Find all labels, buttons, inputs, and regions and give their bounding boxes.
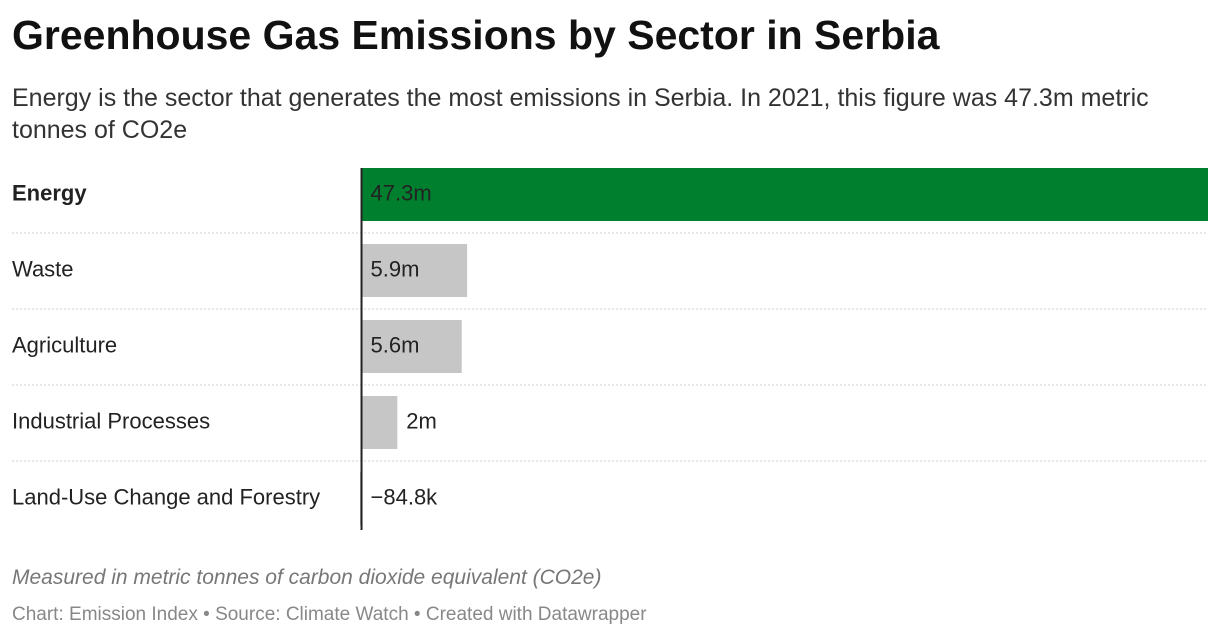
value-label: −84.8k xyxy=(371,484,439,509)
value-label: 5.6m xyxy=(371,332,420,357)
bar xyxy=(361,396,398,449)
value-label: 47.3m xyxy=(371,180,432,205)
value-label: 2m xyxy=(406,408,437,433)
category-label: Waste xyxy=(12,256,74,281)
bar xyxy=(361,168,1208,221)
value-label: 5.9m xyxy=(371,256,420,281)
bar xyxy=(361,320,462,373)
chart-subtitle: Energy is the sector that generates the … xyxy=(12,84,1149,144)
note: Measured in metric tonnes of carbon diox… xyxy=(12,566,602,589)
footer: Chart: Emission Index • Source: Climate … xyxy=(12,604,647,625)
chart: Energy 47.3m Waste 5.9m Agriculture 5.6m Indus… xyxy=(12,168,1208,530)
category-label: Agriculture xyxy=(12,332,117,357)
category-label: Industrial Processes xyxy=(12,408,210,433)
category-label: Land-Use Change and Forestry xyxy=(12,484,320,509)
category-label: Energy xyxy=(12,180,87,205)
chart-title: Greenhouse Gas Emissions by Sector in Se… xyxy=(12,12,940,58)
bar xyxy=(361,244,468,297)
